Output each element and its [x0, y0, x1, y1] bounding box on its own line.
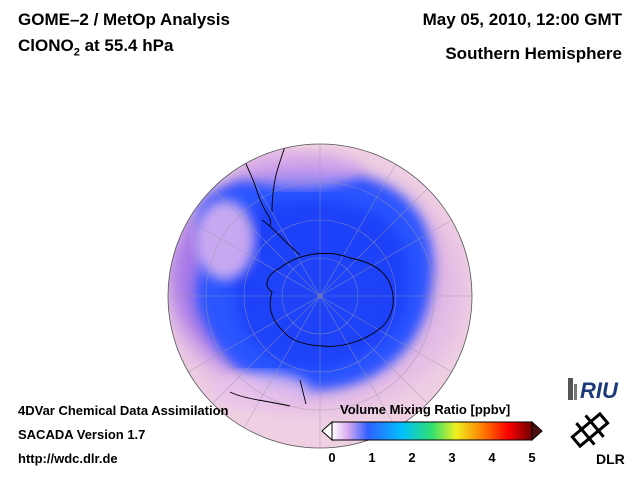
south-america-east-coast: [271, 144, 301, 213]
date-time-label: May 05, 2010, 12:00 GMT: [422, 10, 622, 29]
colorbar-tick-label: 5: [528, 450, 536, 465]
species-name: ClONO: [18, 36, 74, 55]
riu-logo-bar: [568, 378, 573, 400]
riu-logo-bar-2: [574, 384, 577, 400]
hemisphere-label: Southern Hemisphere: [445, 44, 622, 63]
colorbar: [321, 420, 543, 442]
pressure-level: at 55.4 hPa: [79, 36, 174, 55]
riu-logo-text: RIU: [580, 378, 619, 403]
footer-version: SACADA Version 1.7: [18, 427, 146, 442]
graticule: [168, 144, 472, 448]
globe-data-field: [168, 144, 472, 448]
colorbar-max-arrow: [531, 420, 543, 442]
antarctica-outline: [266, 253, 394, 347]
footer-method: 4DVar Chemical Data Assimilation: [18, 403, 229, 418]
species-level-title: ClONO2 at 55.4 hPa: [18, 36, 173, 58]
product-title: GOME–2 / MetOp Analysis: [18, 10, 230, 29]
dlr-logo: DLR: [570, 411, 625, 467]
globe-outline: [167, 143, 473, 449]
colorbar-title: Volume Mixing Ratio [ppbv]: [340, 402, 511, 417]
antarctic-peninsula: [261, 219, 301, 256]
colorbar-tick-label: 4: [488, 450, 496, 465]
colorbar-tick-label: 0: [328, 450, 336, 465]
south-america-west-coast: [214, 144, 272, 227]
riu-logo: RIU: [568, 378, 619, 403]
australia-coast: [229, 391, 291, 407]
light-lobe-north: [240, 152, 360, 188]
vortex-core: [232, 200, 410, 369]
colorbar-tick-label: 2: [408, 450, 416, 465]
colorbar-min-arrow: [321, 420, 333, 442]
colorbar-tick-label: 1: [368, 450, 376, 465]
colorbar-gradient: [331, 421, 533, 441]
colorbar-tick-label: 3: [448, 450, 456, 465]
footer-url[interactable]: http://wdc.dlr.de: [18, 451, 118, 466]
madagascar: [459, 179, 466, 206]
dlr-logo-mark: [570, 411, 610, 449]
dlr-logo-text: DLR: [596, 451, 625, 467]
light-lobe-west: [195, 200, 255, 280]
species-subscript: 2: [73, 46, 80, 59]
new-zealand: [299, 379, 307, 405]
